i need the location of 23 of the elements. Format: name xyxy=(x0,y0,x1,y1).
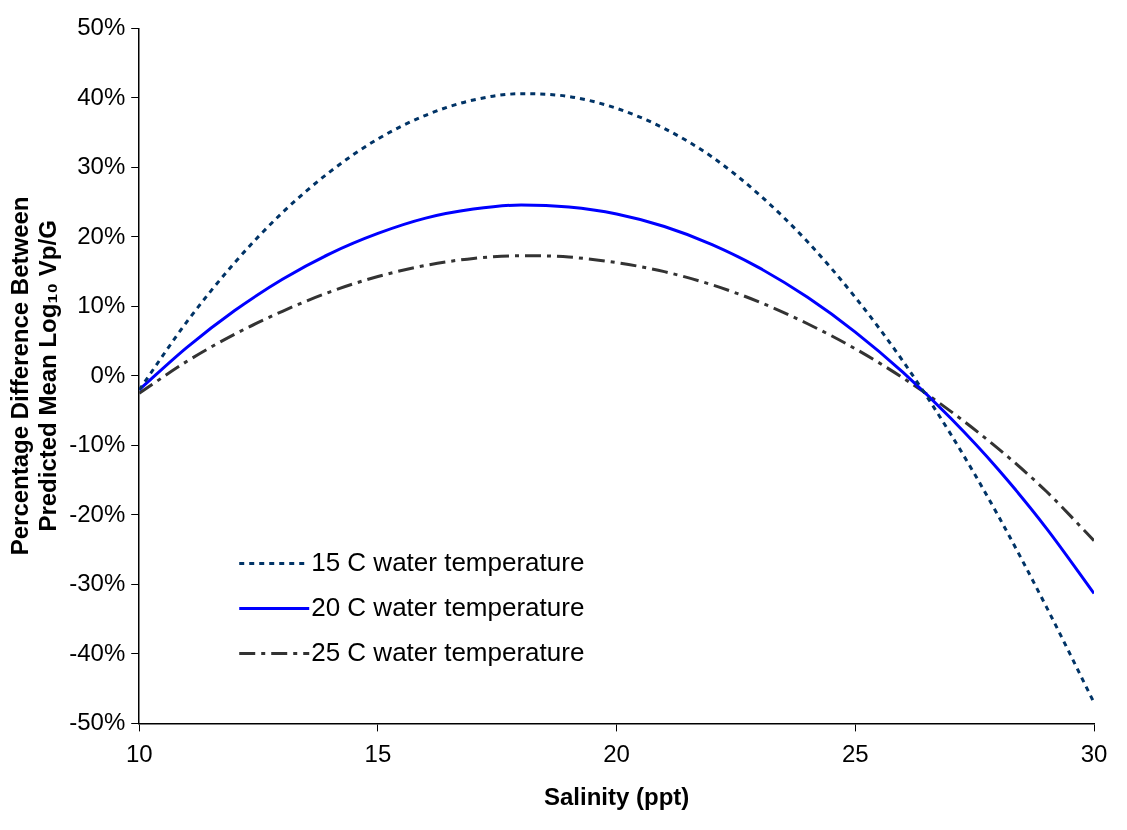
y-tick-label: 50% xyxy=(77,13,126,41)
line-series xyxy=(139,254,1094,543)
y-tick-label: -50% xyxy=(69,708,126,736)
x-tick-label: 20 xyxy=(603,740,630,768)
x-tick-label: 30 xyxy=(1080,740,1108,768)
y-tick-label: -10% xyxy=(69,430,126,458)
legend-label: 25 C water temperature xyxy=(311,636,585,667)
y-tick-label: 30% xyxy=(77,152,126,180)
legend-label: 20 C water temperature xyxy=(311,591,585,622)
y-tick-label: 20% xyxy=(77,221,126,249)
x-tick-label: 10 xyxy=(125,740,153,768)
legend-label: 15 C water temperature xyxy=(311,546,585,577)
x-axis-title: Salinity (ppt) xyxy=(543,783,690,811)
y-tick-label: -40% xyxy=(69,638,126,666)
y-axis-title: Percentage Difference Between Predicted Mean Log₁₀ Vp/G xyxy=(6,196,62,556)
y-tick-label: 10% xyxy=(77,291,126,319)
x-tick-label: 25 xyxy=(841,740,869,768)
x-tick-label: 15 xyxy=(364,740,392,768)
y-tick-label: -20% xyxy=(69,499,126,527)
y-tick-label: 40% xyxy=(77,82,126,110)
y-tick-label: -30% xyxy=(69,569,126,597)
line-series xyxy=(139,203,1094,595)
y-tick-label: 0% xyxy=(90,360,126,388)
